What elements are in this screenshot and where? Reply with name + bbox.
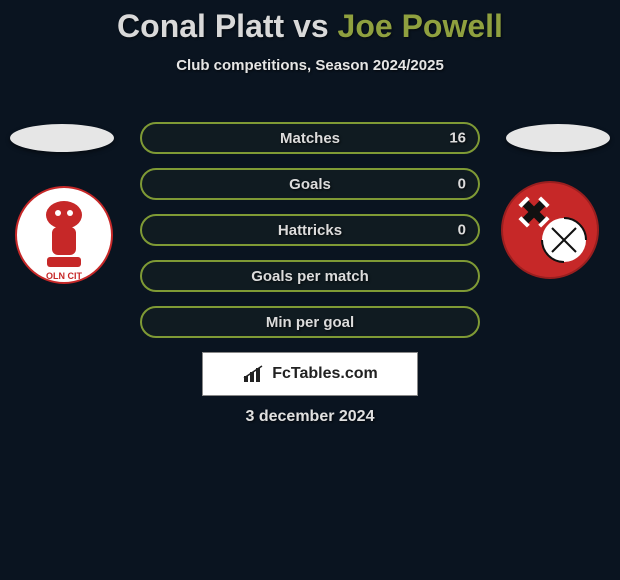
player1-name: Conal Platt bbox=[117, 8, 284, 44]
brand-text: FcTables.com bbox=[272, 365, 378, 383]
date-text: 3 december 2024 bbox=[0, 408, 620, 426]
stat-label: Goals per match bbox=[251, 268, 369, 285]
subtitle: Club competitions, Season 2024/2025 bbox=[0, 57, 620, 74]
player2-name: Joe Powell bbox=[338, 8, 503, 44]
stat-row-goals-per-match: Goals per match bbox=[140, 260, 480, 292]
stats-container: Matches 16 Goals 0 Hattricks 0 Goals per… bbox=[140, 122, 480, 352]
stat-label: Matches bbox=[280, 130, 340, 147]
svg-text:OLN CIT: OLN CIT bbox=[46, 271, 82, 281]
stat-label: Goals bbox=[289, 176, 331, 193]
stat-label: Hattricks bbox=[278, 222, 342, 239]
player1-oval bbox=[10, 124, 114, 152]
stat-row-goals: Goals 0 bbox=[140, 168, 480, 200]
stat-right-value: 16 bbox=[449, 130, 466, 147]
club-badge-left: OLN CIT bbox=[14, 180, 124, 290]
stat-right-value: 0 bbox=[458, 176, 466, 193]
vs-text: vs bbox=[293, 8, 329, 44]
stat-label: Min per goal bbox=[266, 314, 354, 331]
brand-chart-icon bbox=[242, 364, 268, 384]
player2-oval bbox=[506, 124, 610, 152]
stat-row-hattricks: Hattricks 0 bbox=[140, 214, 480, 246]
stat-row-matches: Matches 16 bbox=[140, 122, 480, 154]
brand-box: FcTables.com bbox=[202, 352, 418, 396]
stat-right-value: 0 bbox=[458, 222, 466, 239]
club-badge-right bbox=[500, 180, 610, 290]
stat-row-min-per-goal: Min per goal bbox=[140, 306, 480, 338]
page-title: Conal Platt vs Joe Powell bbox=[0, 0, 620, 45]
